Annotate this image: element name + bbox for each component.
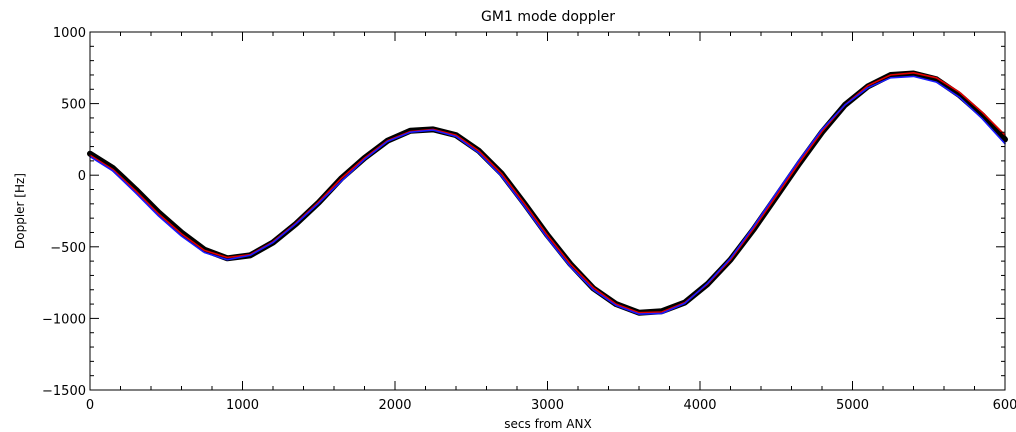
x-tick-label: 2000 <box>378 398 411 413</box>
chart-title: GM1 mode doppler <box>481 9 615 25</box>
y-tick-label: 1000 <box>53 26 86 41</box>
y-tick-label: −1500 <box>42 384 86 399</box>
y-tick-label: −1000 <box>42 312 86 327</box>
y-tick-label: 500 <box>61 98 86 113</box>
x-tick-label: 600 <box>993 398 1016 413</box>
y-tick-label: 0 <box>78 169 86 184</box>
axes: 0 1000 2000 3000 4000 5000 600 −1500 −1000 −500 0 5… <box>42 26 1016 413</box>
x-tick-label: 0 <box>86 398 94 413</box>
x-tick-label: 1000 <box>226 398 259 413</box>
x-axis-label: secs from ANX <box>504 417 591 431</box>
x-tick-label: 5000 <box>836 398 869 413</box>
x-tick-label: 4000 <box>683 398 716 413</box>
y-tick-label: −500 <box>50 241 86 256</box>
series-fit_blue-line <box>89 75 1006 315</box>
x-tick-label: 3000 <box>531 398 564 413</box>
plot-area <box>87 70 1008 316</box>
y-axis-label: Doppler [Hz] <box>13 173 27 249</box>
